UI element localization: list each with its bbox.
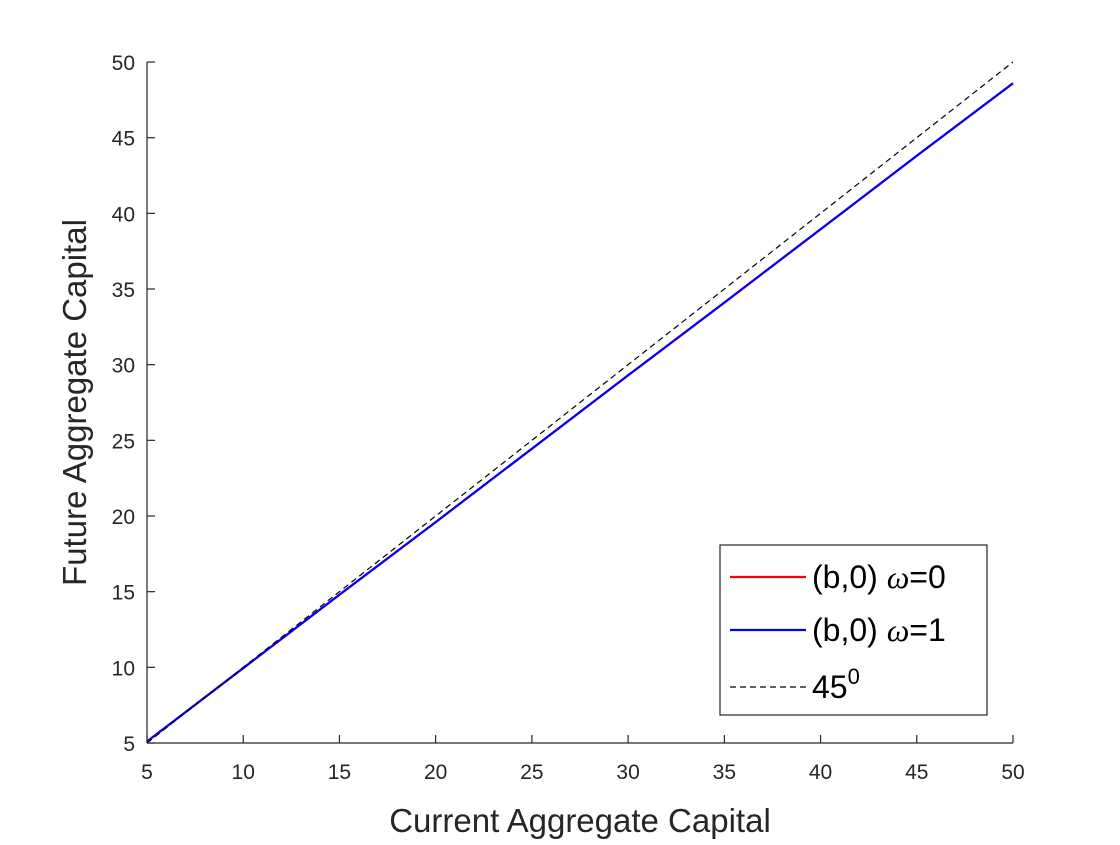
- x-tick-label: 10: [232, 761, 255, 784]
- axes-layer: 5 10 15 20 25 30 35 40 45 50 5 10 15 20 25 30 35 40 45 50: [112, 52, 1025, 784]
- legend-entry-1: (b,0) ω=0: [812, 559, 946, 595]
- x-tick-label: 30: [616, 761, 639, 784]
- x-tick-label: 15: [328, 761, 351, 784]
- y-tick-label: 45: [112, 128, 135, 151]
- x-tick-label: 35: [713, 761, 736, 784]
- y-tick-label: 30: [112, 355, 135, 378]
- x-tick-label: 20: [424, 761, 447, 784]
- y-tick-label: 25: [112, 430, 135, 453]
- legend-entry-3: 450: [812, 664, 860, 705]
- series-layer: [146, 61, 1014, 744]
- y-tick-label: 10: [112, 657, 135, 680]
- y-tick-label: 35: [112, 279, 135, 302]
- x-tick-label: 25: [520, 761, 543, 784]
- series-line-2: [146, 82, 1014, 743]
- legend: (b,0) ω=0 (b,0) ω=1 450: [719, 544, 988, 716]
- x-tick-label: 40: [809, 761, 832, 784]
- y-tick-label: 15: [112, 582, 135, 605]
- y-axis-title: Future Aggregate Capital: [56, 219, 93, 586]
- y-tick-label: 5: [123, 733, 135, 756]
- y-tick-label: 20: [112, 506, 135, 529]
- y-tick-label: 40: [112, 203, 135, 226]
- x-tick-label: 50: [1001, 761, 1024, 784]
- legend-entry-2: (b,0) ω=1: [812, 612, 946, 648]
- series-line-3: [146, 61, 1014, 744]
- x-axis-title: Current Aggregate Capital: [389, 802, 771, 839]
- x-tick-label: 5: [141, 761, 153, 784]
- y-tick-label: 50: [112, 52, 135, 75]
- x-tick-label: 45: [905, 761, 928, 784]
